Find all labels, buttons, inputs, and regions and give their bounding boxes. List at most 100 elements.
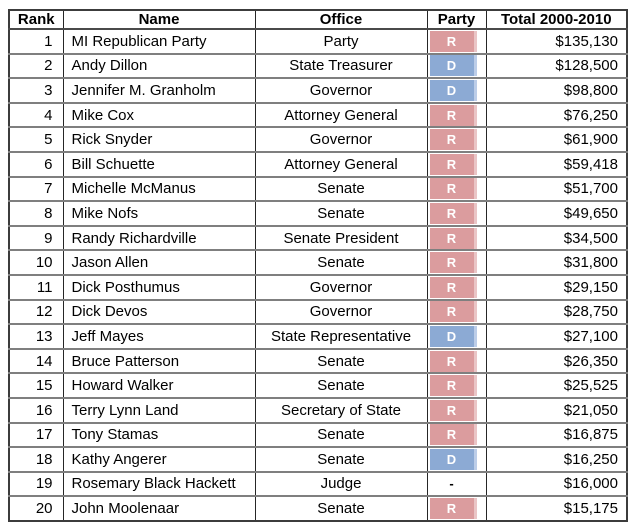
total-cell: $49,650 [486,201,627,227]
party-badge: R [429,104,477,126]
name-cell: Dick Posthumus [63,274,256,301]
name-cell: Rick Snyder [63,127,256,153]
name-cell: Andy Dillon [63,53,256,80]
ranking-table-container: Rank Name Office Party Total 2000-2010 1… [8,9,628,522]
total-cell: $29,150 [486,274,627,301]
party-badge: R [429,252,477,273]
party-badge: R [429,276,477,298]
table-row: 13 Jeff Mayes State Representative D $27,100 [9,324,627,350]
total-cell: $25,525 [486,373,627,399]
name-cell: Tony Stamas [63,422,256,449]
party-badge: - [449,476,454,492]
office-cell: Governor [255,274,428,301]
party-badge: D [429,79,477,101]
office-cell: Governor [255,78,428,104]
total-cell: $128,500 [486,53,627,80]
table-row: 3 Jennifer M. Granholm Governor D $98,800 [9,78,627,104]
total-cell: $135,130 [486,29,627,55]
name-cell: Howard Walker [63,373,256,399]
name-cell: John Moolenaar [63,496,256,521]
total-cell: $21,050 [486,397,627,424]
party-badge: R [429,301,477,323]
office-cell: Secretary of State [255,397,428,424]
total-cell: $76,250 [486,102,627,129]
rank-cell: 6 [9,151,64,178]
name-cell: Bruce Patterson [63,348,256,375]
rank-cell: 10 [9,250,64,276]
table-body: 1 MI Republican Party Party R $135,130 2 Andy … [9,29,627,521]
party-cell: R [427,496,487,521]
table-row: 1 MI Republican Party Party R $135,130 [9,29,627,55]
party-cell: R [427,397,487,424]
total-cell: $27,100 [486,324,627,350]
total-cell: $31,800 [486,250,627,276]
table-row: 17 Tony Stamas Senate R $16,875 [9,422,627,449]
name-cell: Michelle McManus [63,176,256,203]
total-cell: $51,700 [486,176,627,203]
table-row: 20 John Moolenaar Senate R $15,175 [9,496,627,521]
total-cell: $16,875 [486,422,627,449]
party-cell: R [427,348,487,375]
office-cell: Senate [255,348,428,375]
name-cell: Rosemary Black Hackett [63,471,256,498]
total-cell: $16,000 [486,471,627,498]
total-cell: $15,175 [563,500,618,518]
office-cell: Attorney General [255,102,428,129]
office-cell: Senate [255,447,428,473]
name-cell: Randy Richardville [63,225,256,252]
rank-cell: 15 [9,373,64,399]
party-cell: R [427,176,487,203]
party-cell: R [427,274,487,301]
party-cell: D [427,53,487,80]
table-row: 14 Bruce Patterson Senate R $26,350 [9,348,627,375]
table-row: 10 Jason Allen Senate R $31,800 [9,250,627,276]
office-cell: Senate [255,422,428,449]
name-cell: Jason Allen [63,250,256,276]
name-cell: Jeff Mayes [63,324,256,350]
party-cell: D [427,78,487,104]
total-cell: $28,750 [486,299,627,326]
office-cell: Governor [255,299,428,326]
rank-cell: 14 [9,348,64,375]
party-cell: R [427,151,487,178]
name-cell: MI Republican Party [63,29,256,55]
party-badge: R [429,375,477,396]
table-row: 16 Terry Lynn Land Secretary of State R $21,… [9,397,627,424]
party-cell: R [427,127,487,153]
rank-cell: 3 [9,78,64,104]
header-cell-office: Office [255,10,428,30]
office-cell: Attorney General [255,151,428,178]
party-cell: R [427,102,487,129]
table-row: 4 Mike Cox Attorney General R $76,250 [9,102,627,129]
table-row: 15 Howard Walker Senate R $25,525 [9,373,627,399]
total-cell: $98,800 [486,78,627,104]
name-cell: Bill Schuette [63,151,256,178]
party-cell: R [427,250,487,276]
office-cell: State Representative [255,324,428,350]
party-badge: D [429,55,477,77]
party-badge: R [429,129,477,151]
total-cell: $26,350 [486,348,627,375]
rank-cell: 11 [9,274,64,301]
office-cell: State Treasurer [255,53,428,80]
party-cell: R [427,29,487,55]
total-cell: $16,250 [486,447,627,473]
party-cell: R [427,422,487,449]
rank-cell: 18 [9,447,64,473]
header-cell-total: Total 2000-2010 [486,10,627,30]
table-row: 19 Rosemary Black Hackett Judge - $16,000 [9,471,627,498]
office-cell: Governor [255,127,428,153]
rank-cell: 16 [9,397,64,424]
rank-cell: 12 [9,299,64,326]
table-row: 12 Dick Devos Governor R $28,750 [9,299,627,326]
rank-cell: 20 [9,496,64,521]
office-cell: Senate [255,496,428,521]
rank-cell: 19 [9,471,64,498]
office-cell: Senate [255,201,428,227]
header-cell-name: Name [63,10,256,30]
office-cell: Senate [255,373,428,399]
party-cell: R [427,373,487,399]
table-row: 5 Rick Snyder Governor R $61,900 [9,127,627,153]
party-badge: D [429,325,477,347]
name-cell: Terry Lynn Land [63,397,256,424]
